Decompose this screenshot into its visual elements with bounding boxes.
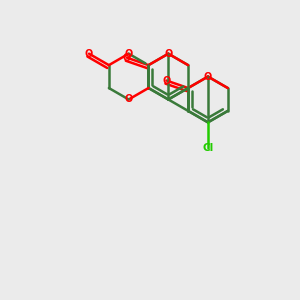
Text: O: O [164,49,172,59]
Text: O: O [85,49,93,59]
Text: O: O [124,94,133,104]
Text: O: O [123,53,131,63]
Text: O: O [162,76,171,85]
Text: O: O [124,49,133,59]
Text: Cl: Cl [202,142,214,152]
Text: O: O [204,72,212,82]
